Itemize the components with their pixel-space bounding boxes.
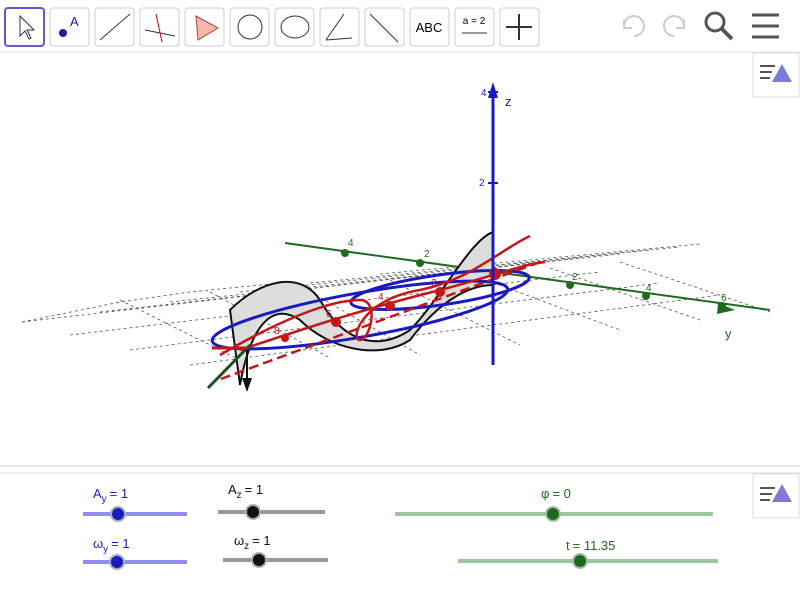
x-tick-label: 6 [326, 309, 332, 320]
z-axis-arrow [488, 82, 498, 98]
slider-label: Az = 1 [228, 482, 263, 501]
text-tool-label: ABC [416, 20, 443, 35]
search-icon [720, 27, 734, 41]
perp-icon [155, 13, 163, 43]
slider-tool-label: a = 2 [463, 16, 486, 27]
y-axis-points [341, 249, 726, 310]
undo-button[interactable] [623, 15, 645, 37]
slider-value: = 1 [111, 536, 129, 551]
graphics2-style-button[interactable] [752, 473, 800, 519]
conic-icon [280, 15, 310, 39]
circle-tool[interactable] [229, 7, 270, 47]
y-tick-label: 4 [646, 283, 652, 294]
menu-button[interactable] [752, 13, 779, 39]
slider-tool[interactable] [454, 7, 495, 47]
style-icon [760, 65, 775, 79]
x-tick-label: 8 [274, 326, 280, 337]
slider-name: t [566, 538, 570, 553]
search-icon [704, 11, 726, 33]
slider-A-y[interactable]: Ay = 1 [83, 486, 187, 522]
move-view-icon [506, 14, 532, 40]
slider-label: t = 11.35 [566, 538, 615, 553]
slider-value: = 11.35 [573, 538, 616, 553]
reflect-icon [369, 13, 399, 43]
slider-value: = 1 [110, 486, 128, 501]
slider-omega-z[interactable]: ωz = 1 [223, 533, 328, 568]
angle-icon [325, 13, 353, 41]
text-tool[interactable] [409, 7, 450, 47]
vector-z-arrow [242, 378, 252, 392]
curve-z [239, 260, 546, 352]
y-tick-label: 2 [424, 249, 430, 260]
z-axis-label: z [505, 94, 512, 109]
slider-omega-y[interactable]: ωy = 1 [83, 536, 187, 570]
perpendicular-tool[interactable] [139, 7, 180, 47]
slider-sub: z [244, 541, 249, 552]
y-tick-label: 4 [348, 238, 354, 249]
slider-knob[interactable] [572, 553, 588, 569]
slider-sub: y [102, 494, 107, 505]
reflect-tool[interactable] [364, 7, 405, 47]
slider-value: = 1 [245, 482, 263, 497]
style-icon [772, 484, 792, 502]
cursor-icon [19, 14, 36, 40]
slider-sub: z [237, 490, 242, 501]
x-tick-label: 4 [378, 292, 384, 303]
point-icon [59, 29, 67, 37]
slider-knob[interactable] [109, 554, 125, 570]
slider-value: = 1 [252, 533, 270, 548]
slider-phi[interactable]: φ = 0 [395, 486, 713, 522]
vector-y [206, 343, 252, 390]
slider-name: φ [541, 486, 549, 501]
slider-value: = 0 [552, 486, 570, 501]
y-tick-label: 2 [572, 272, 578, 283]
search-button[interactable] [704, 11, 734, 41]
y-axis-label: y [725, 326, 732, 341]
polygon-icon [195, 15, 220, 41]
curve-z [219, 234, 531, 357]
style-icon [772, 64, 792, 82]
x-axis [217, 260, 541, 382]
graphics-3d: 4 2 z 4 2 2 4 6 y 2 4 6 8 [21, 82, 771, 392]
x-tick-label: 2 [431, 278, 437, 289]
redo-button[interactable] [663, 15, 685, 37]
slider-A-z[interactable]: Az = 1 [218, 482, 325, 520]
point-icon-label: A [70, 14, 79, 29]
slider-knob[interactable] [245, 504, 261, 520]
y-tick-label: 6 [721, 293, 727, 304]
style-icon [760, 487, 775, 501]
slider-label: Ay = 1 [93, 486, 128, 505]
slider-label: ωz = 1 [234, 533, 271, 552]
z-tick-label: 4 [481, 88, 487, 99]
slider-name: ω [234, 533, 244, 548]
conic-tool[interactable] [274, 7, 315, 47]
line-icon [99, 13, 131, 41]
slider-name: A [228, 482, 237, 497]
slider-sub: y [103, 544, 108, 555]
slider-knob[interactable] [251, 552, 267, 568]
slider-name: ω [93, 536, 103, 551]
slider-label: φ = 0 [541, 486, 571, 501]
point-tool[interactable] [49, 7, 90, 47]
z-tick-label: 2 [479, 178, 485, 189]
slider-knob[interactable] [545, 506, 561, 522]
circle-icon [237, 14, 263, 40]
tool-buttons: A ABC a = 2 [4, 7, 540, 47]
angle-tool[interactable] [319, 7, 360, 47]
graphics-style-button[interactable] [752, 52, 800, 98]
slider-knob[interactable] [110, 506, 126, 522]
slider-name: A [93, 486, 102, 501]
slider-label: ωy = 1 [93, 536, 130, 555]
curve-y [349, 269, 531, 311]
slider-t[interactable]: t = 11.35 [458, 538, 718, 569]
